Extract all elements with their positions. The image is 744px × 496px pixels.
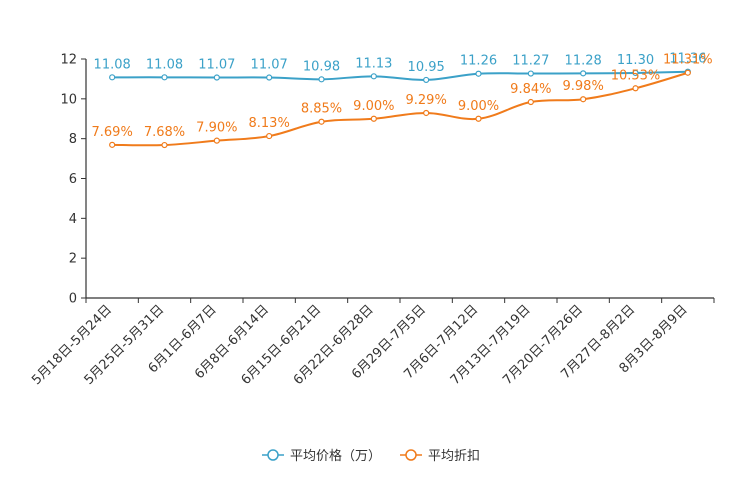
x-axis: 5月18日-5月24日5月25日-5月31日6月1日-6月7日6月8日-6月14… [29, 297, 715, 388]
legend-label: 平均折扣 [428, 449, 480, 464]
data-label: 9.84% [510, 82, 551, 97]
data-point[interactable] [475, 115, 482, 122]
data-label: 11.13 [355, 56, 392, 71]
data-point[interactable] [318, 118, 325, 125]
data-label: 11.07 [251, 58, 288, 73]
legend-label: 平均价格（万） [290, 448, 381, 464]
series-avg-price: 11.08 11.08 11.07 11.07 10.98 11.13 10.95 11.26… [94, 52, 706, 84]
data-label: 9.00% [353, 99, 394, 114]
y-tick-label: 10 [60, 92, 77, 107]
series-avg-discount: 7.69% 7.68% 7.90% 8.13% 8.85% 9.00% 9.29% 9.00%… [92, 53, 713, 149]
data-point[interactable] [632, 69, 639, 77]
data-label: 9.00% [458, 99, 499, 114]
data-label: 11.36 [669, 52, 706, 67]
data-point[interactable] [109, 141, 116, 148]
data-point[interactable] [370, 73, 377, 80]
data-label: 11.27 [512, 54, 549, 69]
data-label: 11.07 [198, 58, 235, 73]
data-point[interactable] [161, 141, 168, 149]
data-point[interactable] [684, 69, 691, 76]
y-tick-label: 4 [69, 212, 77, 227]
data-label: 7.69% [92, 125, 133, 140]
y-tick-label: 2 [69, 252, 77, 267]
y-tick-label: 0 [69, 292, 77, 307]
data-label: 10.98 [303, 59, 340, 74]
series-line [112, 71, 689, 147]
data-label: 11.08 [94, 57, 131, 72]
data-label: 9.98% [563, 79, 604, 94]
data-label: 10.53% [611, 68, 661, 83]
data-point[interactable] [580, 70, 587, 77]
data-point[interactable] [266, 74, 273, 81]
legend-marker [267, 449, 279, 461]
data-label: 11.31% [663, 53, 713, 68]
data-label: 7.90% [196, 121, 237, 136]
data-label: 11.26 [460, 54, 497, 69]
data-point[interactable] [266, 132, 273, 140]
data-point[interactable] [213, 137, 220, 144]
y-tick-label: 12 [60, 53, 77, 68]
legend-marker [405, 449, 417, 461]
data-point[interactable] [580, 96, 587, 103]
data-point[interactable] [527, 98, 534, 106]
data-point[interactable] [213, 74, 220, 81]
data-point[interactable] [632, 85, 639, 92]
data-label: 11.30 [617, 53, 654, 68]
data-point[interactable] [475, 70, 482, 77]
data-point[interactable] [527, 70, 534, 77]
data-label: 9.29% [406, 93, 447, 108]
data-label: 11.28 [565, 53, 602, 68]
data-label: 7.68% [144, 125, 185, 140]
data-point[interactable] [423, 109, 430, 117]
legend-item[interactable]: 平均折扣 [400, 449, 480, 464]
data-point[interactable] [161, 74, 168, 81]
legend[interactable]: 平均价格（万） 平均折扣 [262, 448, 480, 464]
series-layer: 11.08 11.08 11.07 11.07 10.98 11.13 10.95 11.26… [92, 52, 713, 149]
data-point[interactable] [109, 74, 116, 81]
data-point[interactable] [423, 76, 430, 84]
y-axis: 0 2 4 6 8 10 12 [60, 53, 87, 307]
y-tick-label: 8 [69, 132, 77, 147]
data-label: 10.95 [408, 60, 445, 75]
legend-item[interactable]: 平均价格（万） [262, 448, 381, 464]
data-label: 8.85% [301, 102, 342, 117]
series-line [112, 70, 688, 81]
data-point[interactable] [370, 115, 377, 122]
data-point[interactable] [318, 76, 325, 83]
y-tick-label: 6 [69, 172, 77, 187]
data-label: 11.08 [146, 57, 183, 72]
data-label: 8.13% [249, 116, 290, 131]
